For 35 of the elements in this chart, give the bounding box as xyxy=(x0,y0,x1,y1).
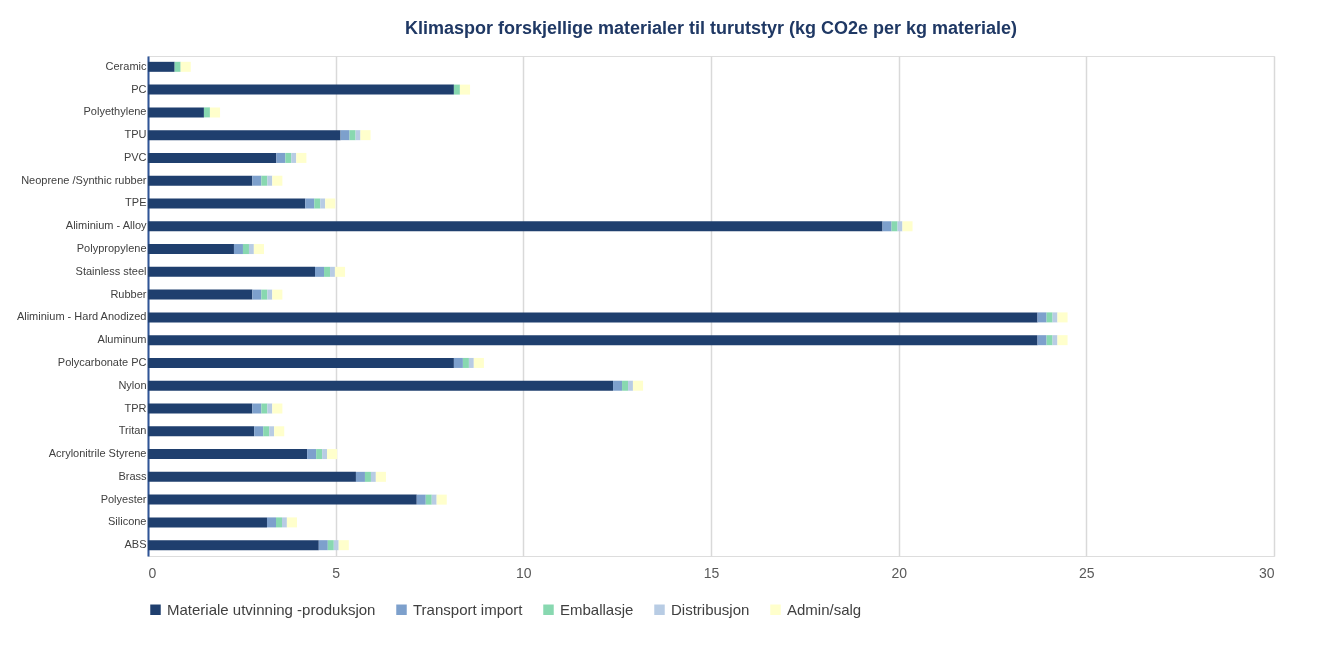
x-tick-label: 5 xyxy=(332,564,341,581)
y-tick-label: PC xyxy=(131,82,147,95)
y-tick-label: TPE xyxy=(125,196,147,209)
y-tick-label: Ceramic xyxy=(105,59,147,72)
y-tick-label: Aluminum xyxy=(97,333,147,346)
x-tick-label: 20 xyxy=(891,564,908,581)
y-tick-label: Polypropylene xyxy=(76,242,147,255)
y-tick-label: Brass xyxy=(118,469,147,482)
y-tick-label: ABS xyxy=(124,538,147,551)
legend-label: Materiale utvinning -produksjon xyxy=(167,600,376,618)
y-tick-label: TPU xyxy=(124,128,147,141)
y-tick-label: Polyethylene xyxy=(83,105,147,118)
x-tick-label: 10 xyxy=(516,564,532,581)
y-tick-label: PVC xyxy=(123,150,147,163)
y-tick-label: Stainless steel xyxy=(75,264,147,277)
y-tick-label: Silicone xyxy=(107,515,147,528)
x-tick-label: 30 xyxy=(1258,564,1275,581)
legend-label: Emballasje xyxy=(560,600,634,618)
y-tick-label: Nylon xyxy=(118,378,147,391)
y-tick-label: TPR xyxy=(124,401,147,414)
y-tick-label: Aliminium - Alloy xyxy=(65,219,147,232)
legend-label: Distribusjon xyxy=(671,600,750,618)
y-tick-label: Rubber xyxy=(110,287,147,300)
x-tick-label: 25 xyxy=(1079,564,1095,581)
y-tick-label: Acrylonitrile Styrene xyxy=(48,447,147,460)
y-tick-label: Neoprene /Synthic rubber xyxy=(21,173,147,186)
x-tick-label: 15 xyxy=(703,564,720,581)
y-tick-label: Tritan xyxy=(118,424,147,437)
chart-title: Klimaspor forskjellige materialer til turutstyr (kg CO2e per kg materiale) xyxy=(404,18,1018,38)
legend-label: Transport import xyxy=(413,600,524,618)
y-tick-label: Aliminium - Hard Anodized xyxy=(16,310,147,323)
y-tick-label: Polyester xyxy=(100,492,147,505)
y-tick-label: Polycarbonate PC xyxy=(57,355,147,368)
legend-label: Admin/salg xyxy=(787,600,862,618)
x-tick-label: 0 xyxy=(148,564,157,581)
